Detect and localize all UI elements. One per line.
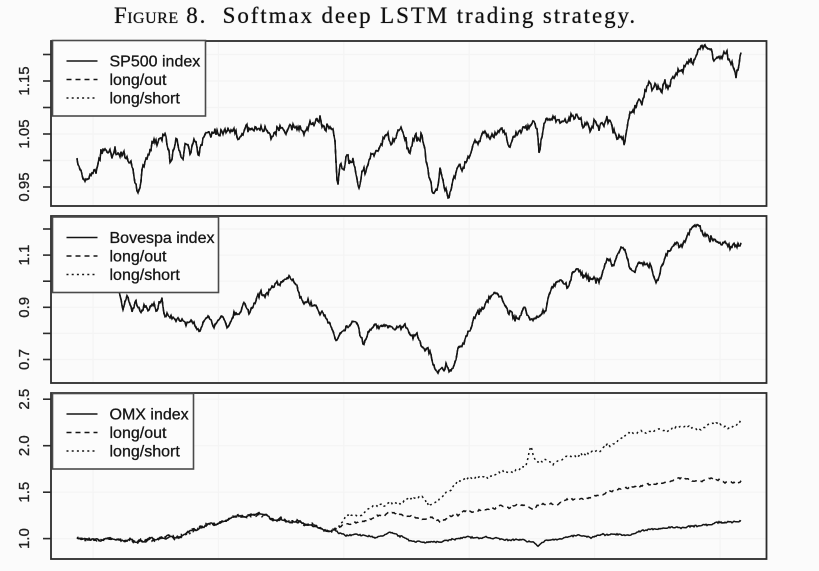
svg-text:long/out: long/out: [110, 425, 167, 442]
svg-text:Bovespa index: Bovespa index: [110, 230, 215, 247]
svg-text:1.05: 1.05: [16, 119, 33, 148]
svg-text:1.0: 1.0: [16, 528, 33, 549]
svg-text:1.5: 1.5: [16, 482, 33, 503]
svg-text:0.9: 0.9: [16, 297, 33, 318]
svg-text:0.95: 0.95: [16, 172, 33, 201]
svg-text:1.1: 1.1: [16, 245, 33, 266]
svg-text:long/short: long/short: [110, 91, 181, 108]
svg-text:2.0: 2.0: [16, 435, 33, 456]
svg-text:long/short: long/short: [110, 267, 181, 284]
svg-text:long/out: long/out: [110, 72, 167, 89]
svg-text:2.5: 2.5: [16, 389, 33, 410]
svg-text:OMX index: OMX index: [110, 407, 189, 424]
svg-text:SP500 index: SP500 index: [110, 54, 201, 71]
svg-text:long/short: long/short: [110, 444, 181, 461]
svg-text:0.7: 0.7: [16, 349, 33, 370]
svg-text:1.15: 1.15: [16, 66, 33, 95]
svg-text:long/out: long/out: [110, 249, 167, 266]
